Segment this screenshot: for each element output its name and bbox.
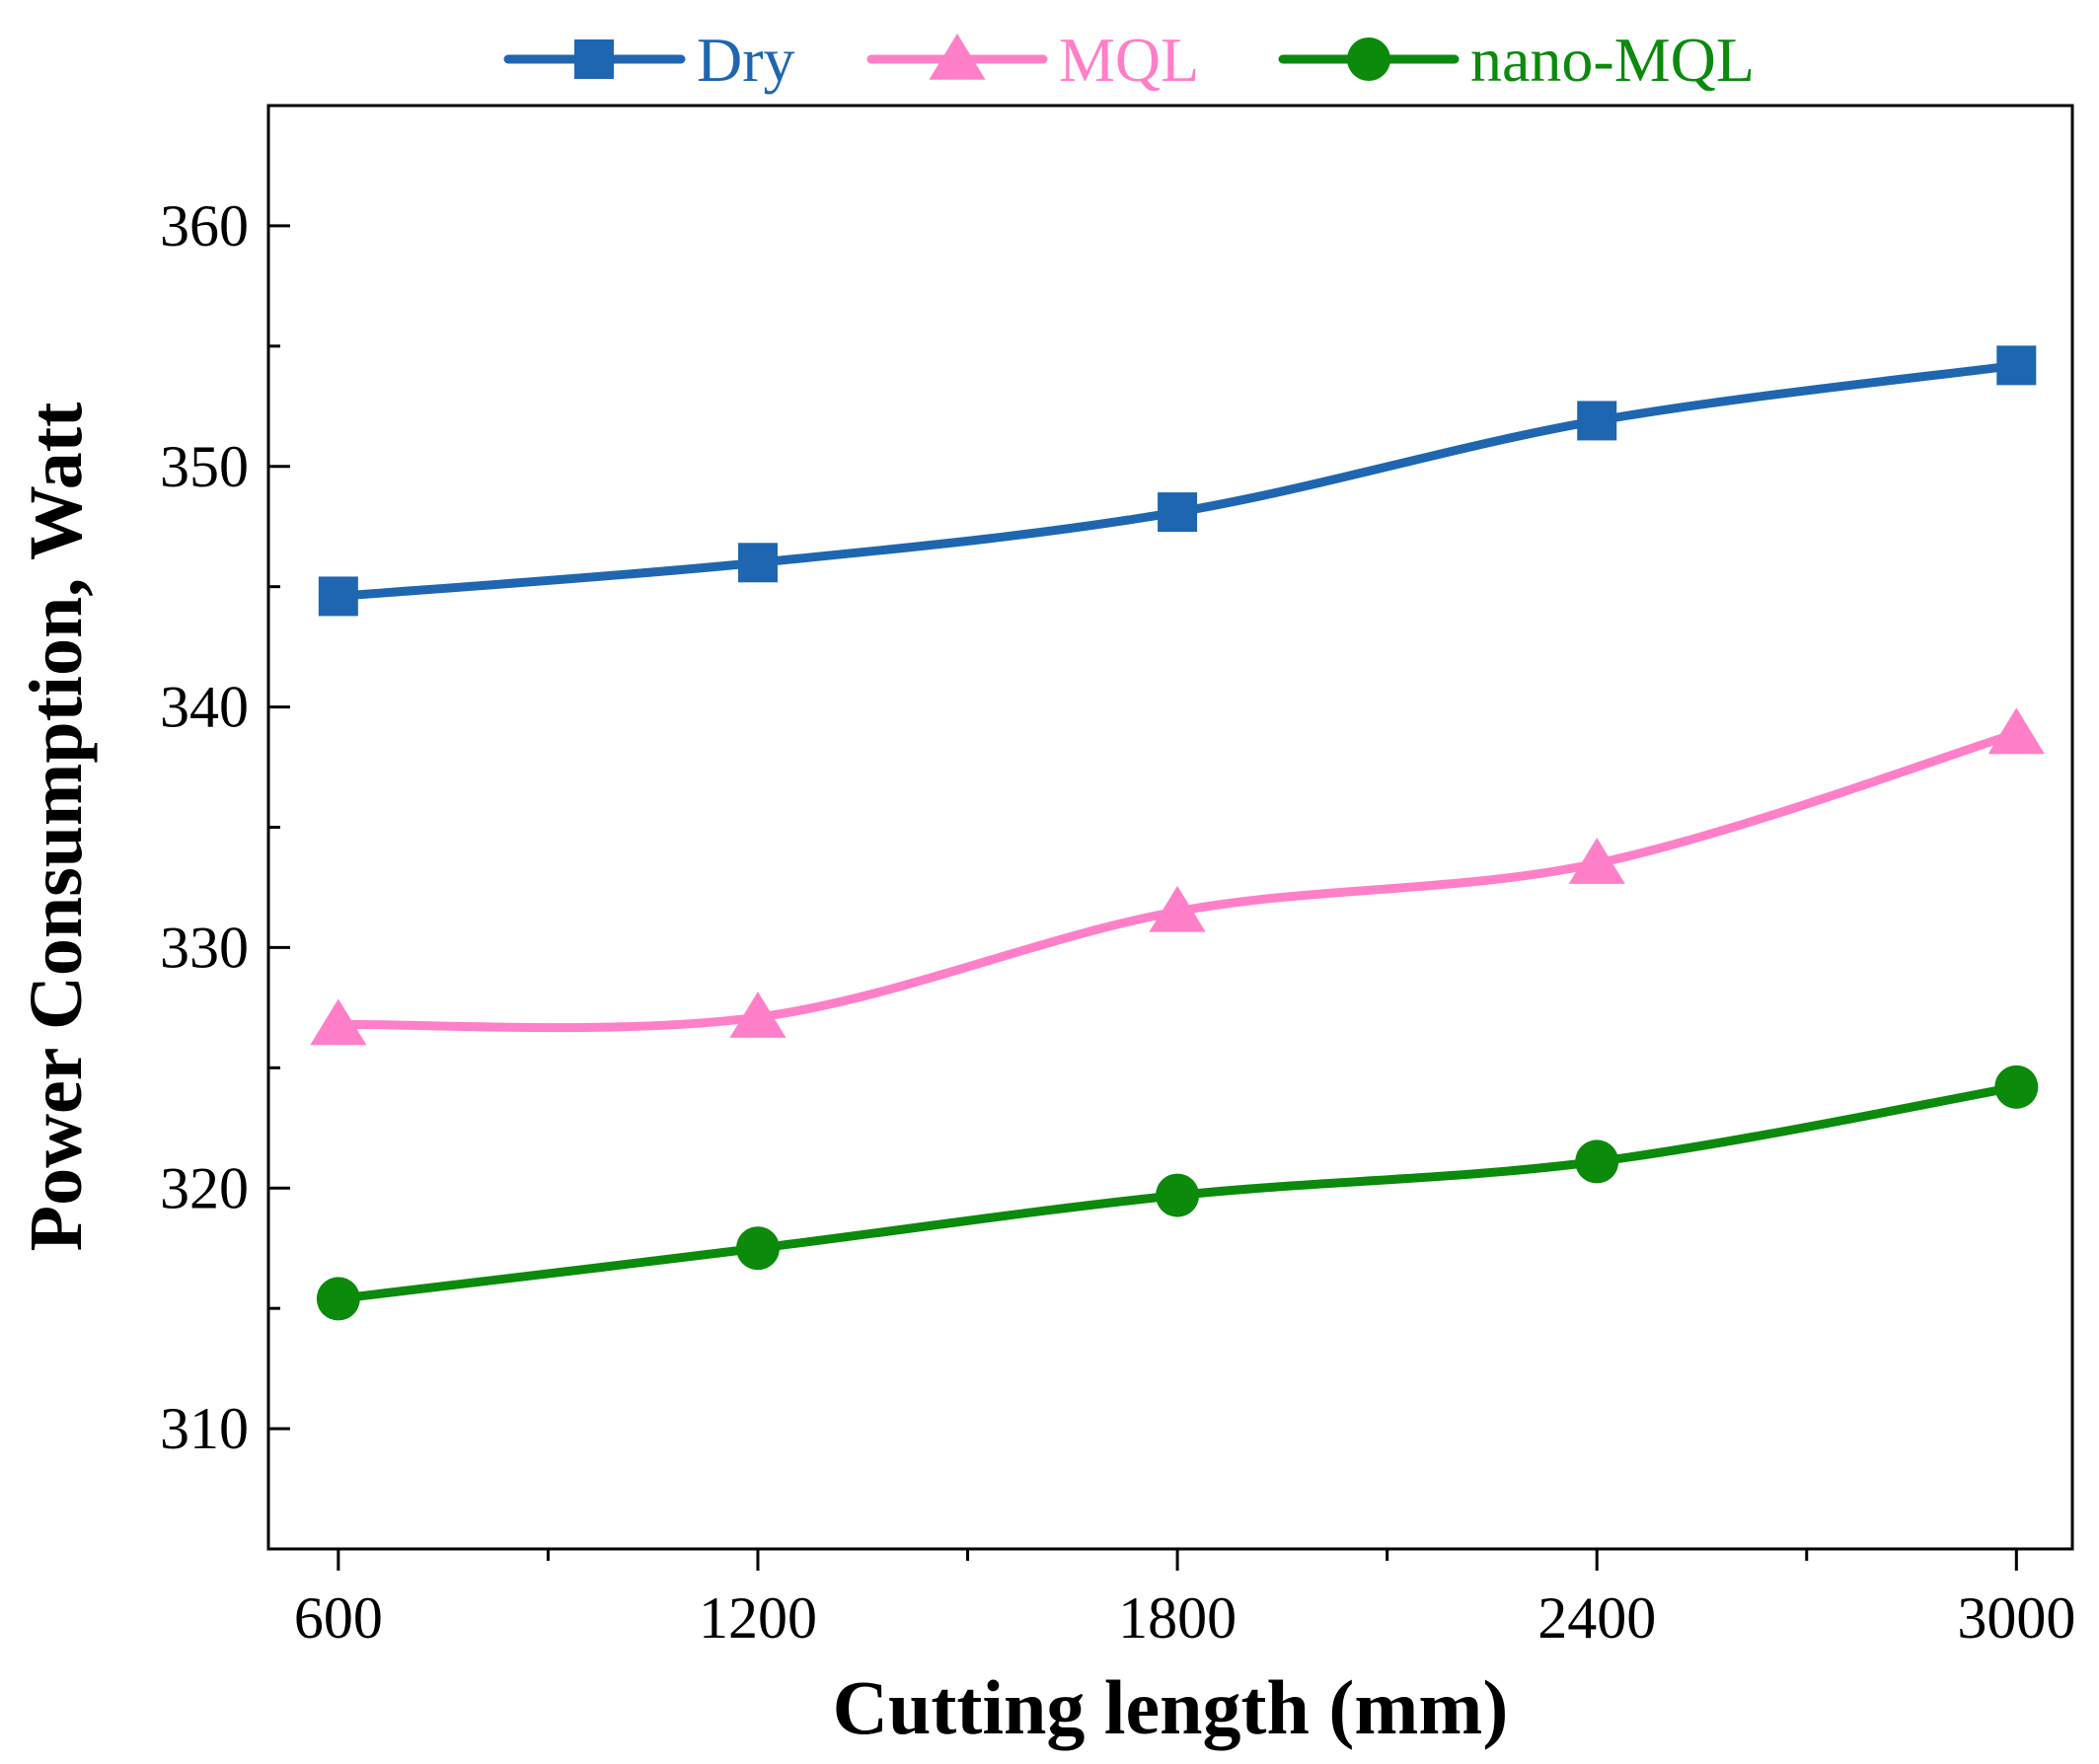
x-tick-label: 1200	[699, 1585, 817, 1651]
data-point-square	[1577, 401, 1617, 441]
legend-item-mql: MQL	[866, 25, 1199, 95]
x-axis: 600 1200 1800 2400 3000	[294, 1549, 2075, 1651]
x-tick-label: 3000	[1957, 1585, 2075, 1651]
data-point-triangle	[1149, 885, 1206, 932]
data-point-circle	[1575, 1139, 1619, 1184]
legend-label: MQL	[1059, 25, 1199, 95]
data-point-triangle	[729, 992, 787, 1038]
data-point-square	[318, 576, 358, 617]
legend: Dry MQL nano-MQL	[503, 25, 1755, 95]
data-point-triangle	[1987, 707, 2045, 755]
series-mql	[310, 707, 2045, 1046]
series-dry	[318, 345, 2037, 617]
data-point-circle	[1156, 1173, 1200, 1217]
data-point-triangle	[310, 998, 367, 1046]
x-tick-label: 1800	[1118, 1585, 1237, 1651]
data-point-square	[1158, 492, 1198, 533]
series-layer	[310, 345, 2045, 1321]
legend-marker-square	[574, 39, 614, 79]
y-tick-label: 350	[160, 434, 249, 499]
y-tick-label: 360	[160, 193, 249, 258]
legend-label: Dry	[697, 25, 795, 95]
x-tick-label: 600	[294, 1585, 383, 1651]
series-line	[334, 360, 2021, 601]
data-point-circle	[735, 1226, 780, 1271]
y-tick-label: 310	[160, 1396, 249, 1461]
y-tick-label: 320	[160, 1155, 249, 1220]
series-nano-mql	[316, 1065, 2039, 1321]
y-tick-label: 340	[160, 675, 249, 740]
data-point-circle	[1994, 1065, 2039, 1109]
plot-frame	[266, 104, 2074, 1551]
legend-marker-triangle	[929, 34, 986, 80]
legend-label: nano-MQL	[1470, 25, 1755, 95]
legend-marker-circle	[1347, 37, 1390, 81]
data-point-square	[737, 543, 778, 583]
data-point-triangle	[1568, 838, 1625, 884]
legend-item-dry: Dry	[503, 25, 795, 95]
data-point-square	[1996, 345, 2037, 386]
y-axis: 310 320 330 340 350 360	[160, 104, 290, 1551]
x-tick-label: 2400	[1537, 1585, 1656, 1651]
data-point-circle	[316, 1277, 360, 1321]
x-axis-title: Cutting length (mm)	[833, 1664, 1509, 1750]
legend-item-nano-mql: nano-MQL	[1278, 25, 1755, 95]
y-axis-title: Power Consumption, Watt	[15, 403, 98, 1252]
series-line	[334, 728, 2021, 1033]
y-tick-label: 330	[160, 915, 249, 980]
